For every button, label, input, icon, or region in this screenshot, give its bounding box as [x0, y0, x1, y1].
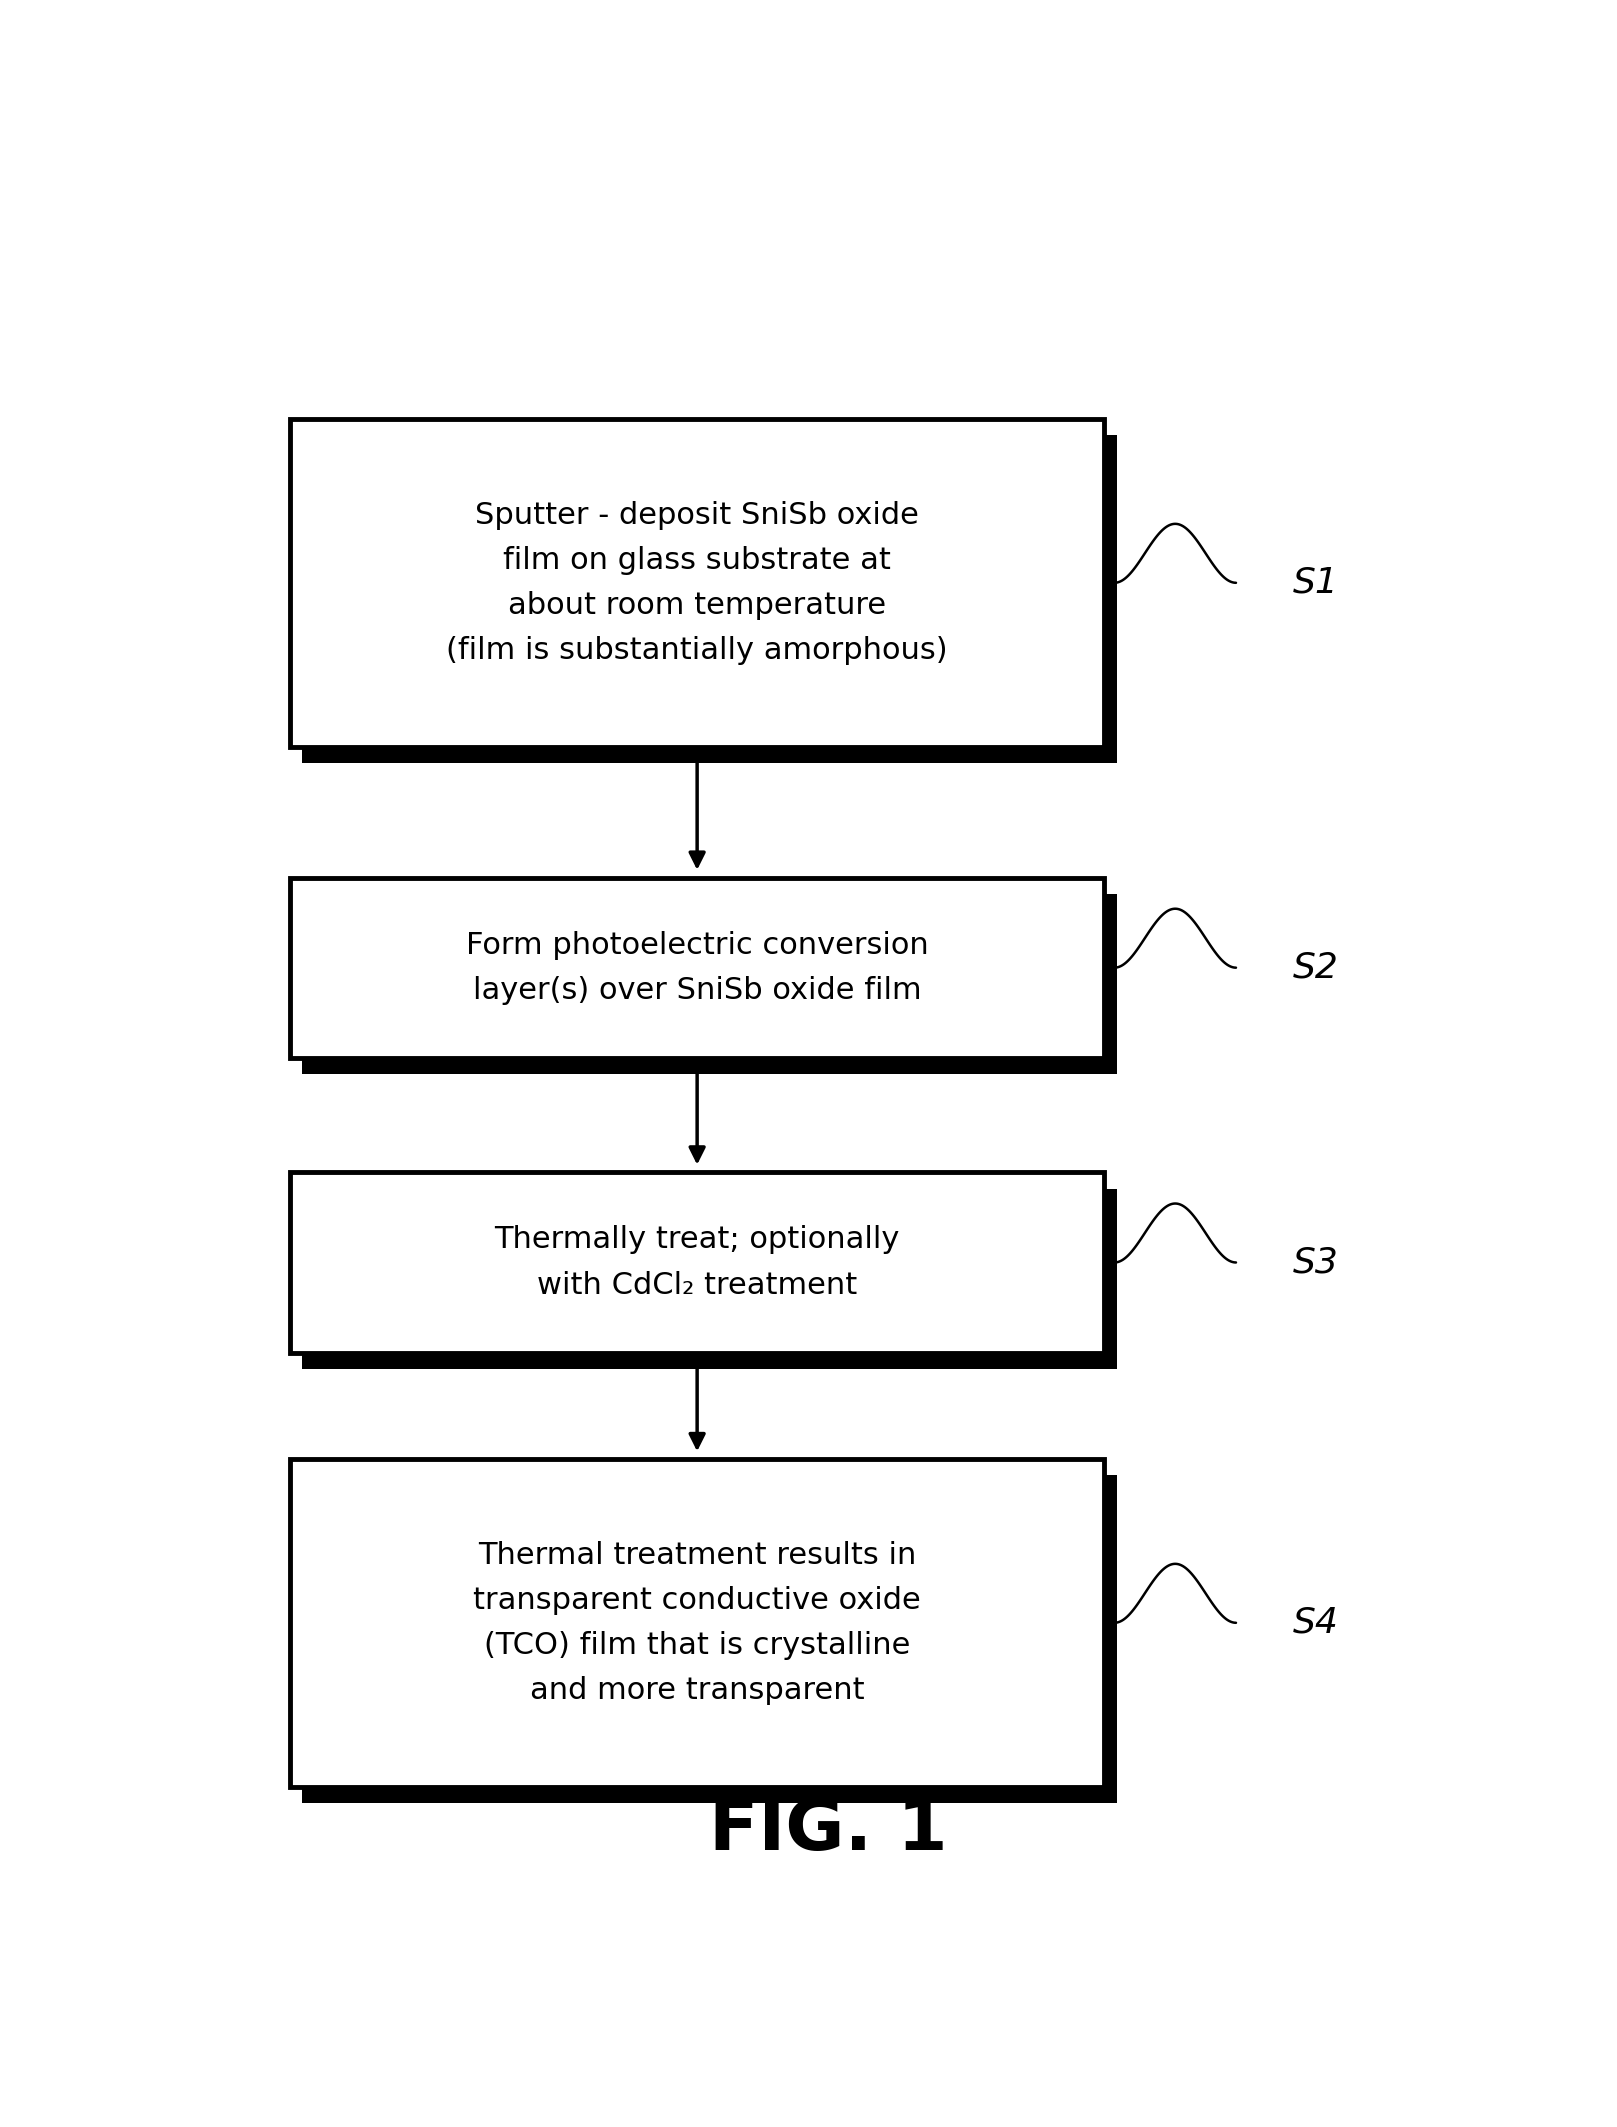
Text: S2: S2	[1292, 951, 1339, 985]
Text: Thermal treatment results in
transparent conductive oxide
(TCO) film that is cry: Thermal treatment results in transparent…	[474, 1540, 922, 1706]
Bar	[289, 1172, 1104, 1353]
Polygon shape	[302, 1189, 1117, 1370]
Text: Thermally treat; optionally
with CdCl₂ treatment: Thermally treat; optionally with CdCl₂ t…	[495, 1225, 899, 1300]
Text: Form photoelectric conversion
layer(s) over SniSb oxide film: Form photoelectric conversion layer(s) o…	[466, 932, 928, 1004]
Polygon shape	[302, 1476, 1117, 1804]
Text: S4: S4	[1292, 1606, 1339, 1640]
Text: Sputter - deposit SniSb oxide
film on glass substrate at
about room temperature
: Sputter - deposit SniSb oxide film on gl…	[446, 500, 948, 666]
Polygon shape	[302, 436, 1117, 764]
Bar	[289, 878, 1104, 1057]
Text: S1: S1	[1292, 566, 1339, 600]
Bar	[289, 419, 1104, 747]
Bar	[289, 1459, 1104, 1787]
Polygon shape	[302, 893, 1117, 1074]
Text: FIG. 1: FIG. 1	[710, 1797, 948, 1865]
Text: S3: S3	[1292, 1246, 1339, 1280]
